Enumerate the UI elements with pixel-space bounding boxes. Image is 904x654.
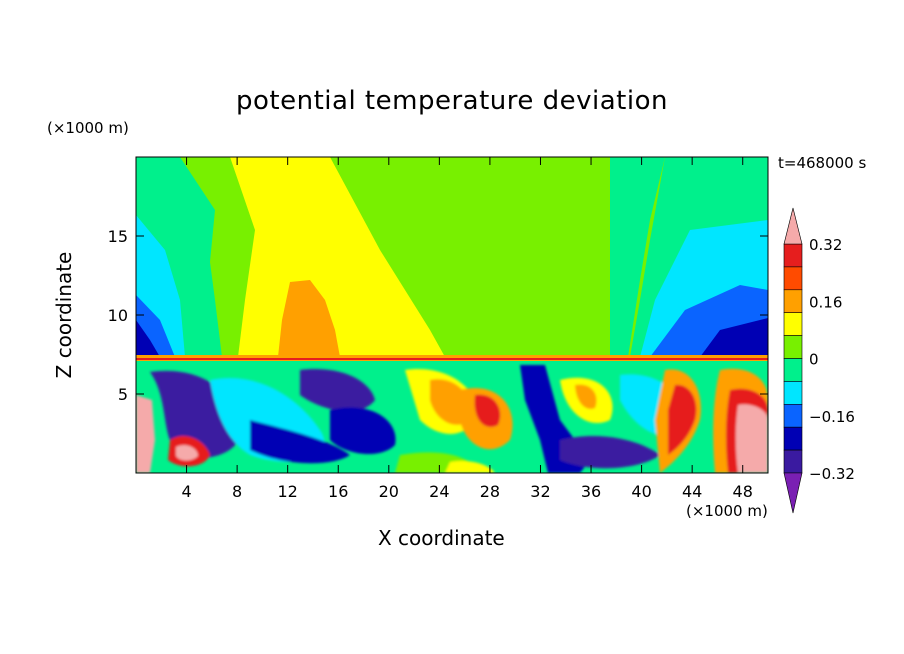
- x-tick-label: 12: [278, 482, 298, 501]
- colorbar-segment: [783, 243, 803, 268]
- x-tick-label: 8: [232, 482, 242, 501]
- colorbar-segment: [783, 289, 803, 313]
- colorbar-segment: [783, 312, 803, 336]
- x-tick-label: 4: [181, 482, 191, 501]
- colorbar-segment: [783, 449, 803, 474]
- colorbar-segment: [783, 335, 803, 359]
- colorbar-tick-label: 0: [809, 351, 819, 369]
- x-tick-label: 20: [379, 482, 399, 501]
- colorbar-tick-label: −0.16: [809, 408, 855, 426]
- x-axis-label: X coordinate: [378, 526, 505, 550]
- y-tick-label: 5: [118, 385, 128, 404]
- x-tick-label: 32: [530, 482, 550, 501]
- x-axis-unit: (×1000 m): [686, 502, 768, 520]
- chart-title: potential temperature deviation: [236, 86, 668, 116]
- time-label: t=468000 s: [778, 154, 867, 172]
- x-tick-label: 28: [480, 482, 500, 501]
- colorbar-segment: [783, 403, 803, 428]
- colorbar-segment: [783, 426, 803, 451]
- y-tick-label: 10: [108, 306, 128, 325]
- colorbar-segment: [783, 381, 803, 405]
- contour-field: [136, 157, 768, 473]
- x-tick-label: 48: [733, 482, 753, 501]
- x-tick-label: 44: [682, 482, 702, 501]
- colorbar-tick-label: 0.16: [809, 293, 842, 311]
- colorbar-extend-top: [783, 207, 803, 245]
- x-tick-label: 16: [328, 482, 348, 501]
- x-ticks: 4 8 12 16 20 24 28 32 36 40 44 48: [181, 157, 753, 501]
- y-ticks: 5 10 15: [108, 227, 768, 404]
- x-tick-label: 40: [631, 482, 651, 501]
- x-tick-label: 24: [429, 482, 449, 501]
- colorbar-segment: [783, 266, 803, 291]
- colorbar-extend-bottom: [783, 472, 803, 514]
- colorbar-segment: [783, 358, 803, 382]
- colorbar-tick-label: 0.32: [809, 236, 842, 254]
- y-tick-label: 15: [108, 227, 128, 246]
- colorbar-tick-label: −0.32: [809, 465, 855, 483]
- y-axis-unit: (×1000 m): [47, 119, 129, 137]
- x-tick-label: 36: [581, 482, 601, 501]
- colorbar: 0.32 0.16 0 −0.16 −0.32: [783, 207, 855, 514]
